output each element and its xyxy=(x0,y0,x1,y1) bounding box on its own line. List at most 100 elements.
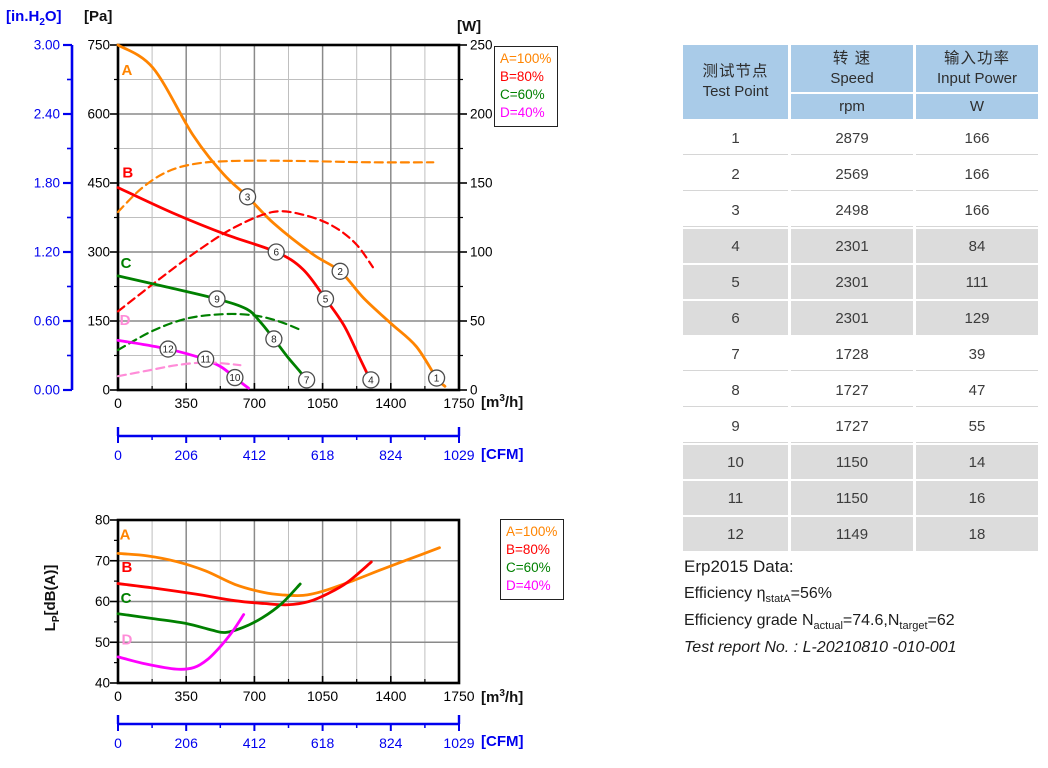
table-cell: 166 xyxy=(916,121,1038,155)
test-point-marker-10 xyxy=(226,368,244,387)
table-cell: 7 xyxy=(683,337,788,371)
test-point-marker-2 xyxy=(331,262,349,280)
table-cell: 166 xyxy=(916,193,1038,227)
db-tick-label: 70 xyxy=(95,553,110,568)
m3h-tick-label: 1050 xyxy=(307,688,338,704)
test-point-marker-label: 6 xyxy=(273,248,279,259)
w-tick-label: 200 xyxy=(470,107,493,122)
w-tick-label: 150 xyxy=(470,176,493,191)
curve-label-A: A xyxy=(122,62,133,79)
db-tick-label: 80 xyxy=(95,513,110,528)
table-header-test-point: 测试节点 Test Point xyxy=(683,45,788,119)
m3h-tick-label: 0 xyxy=(114,395,122,411)
test-point-marker-label: 8 xyxy=(271,334,277,345)
cfm-tick-label: 618 xyxy=(311,447,335,463)
test-point-marker-1 xyxy=(427,369,446,387)
curve-A-noise xyxy=(116,546,441,598)
test-point-marker-4 xyxy=(362,371,380,389)
m3h-tick-label: 700 xyxy=(243,395,267,411)
curve-A-power xyxy=(116,159,435,214)
table-cell: 166 xyxy=(916,157,1038,191)
cfm-tick-label: 1029 xyxy=(443,447,474,463)
legend-bottom: A=100% B=80% C=60% D=40% xyxy=(500,519,565,600)
db-tick-label: 50 xyxy=(95,635,110,650)
m3h-tick-label: 0 xyxy=(114,688,122,704)
table-cell: 1150 xyxy=(791,481,913,515)
test-point-marker-label: 9 xyxy=(214,294,220,305)
pa-tick-label: 450 xyxy=(87,176,110,191)
legend-top: A=100% B=80% C=60% D=40% xyxy=(494,46,559,127)
cfm-tick-label: 206 xyxy=(175,735,199,751)
table-cell: 1728 xyxy=(791,337,913,371)
pa-tick-label: 750 xyxy=(87,38,110,53)
curve-label-C: C xyxy=(121,590,132,607)
test-point-marker-label: 4 xyxy=(368,375,374,386)
table-cell: 5 xyxy=(683,265,788,299)
test-point-marker-label: 7 xyxy=(304,375,310,386)
db-tick-label: 60 xyxy=(95,594,110,609)
table-cell: 9 xyxy=(683,409,788,443)
inh2o-tick-label: 1.80 xyxy=(34,176,60,191)
test-point-table: 测试节点 Test Point 转 速 Speed 输入功率 Input Power … xyxy=(683,45,1038,551)
test-point-marker-12 xyxy=(159,340,177,358)
curve-B-noise xyxy=(116,560,373,607)
m3h-axis-unit-bottom: [m3/h] xyxy=(481,688,524,706)
curve-A-pressure xyxy=(116,43,447,388)
table-cell: 39 xyxy=(916,337,1038,371)
cfm-tick-label: 824 xyxy=(379,735,403,751)
curve-label-C: C xyxy=(121,255,132,272)
test-point-marker-5 xyxy=(316,290,335,308)
curve-C-power xyxy=(116,312,301,352)
curve-B-pressure xyxy=(116,186,375,387)
test-point-marker-9 xyxy=(208,290,226,308)
erp-efficiency-grade: Efficiency grade Nactual=74.6,Ntarget=62 xyxy=(684,612,955,633)
legend-entry: D=40% xyxy=(506,578,551,593)
test-point-marker-label: 11 xyxy=(200,355,211,366)
test-point-marker-label: 1 xyxy=(434,374,440,385)
inh2o-tick-label: 1.20 xyxy=(34,245,60,260)
inh2o-tick-label: 0.60 xyxy=(34,314,60,329)
m3h-tick-label: 1750 xyxy=(443,395,474,411)
cfm-tick-label: 412 xyxy=(243,735,267,751)
test-point-marker-label: 3 xyxy=(245,192,251,203)
table-cell: 11 xyxy=(683,481,788,515)
m3h-tick-label: 350 xyxy=(175,688,199,704)
curve-label-B: B xyxy=(122,164,133,181)
w-tick-label: 250 xyxy=(470,38,493,53)
table-cell: 2879 xyxy=(791,121,913,155)
curve-label-B: B xyxy=(122,559,133,576)
cfm-tick-label: 412 xyxy=(243,447,267,463)
table-cell: 12 xyxy=(683,517,788,551)
pa-tick-label: 150 xyxy=(87,314,110,329)
table-header-rpm-unit: rpm xyxy=(791,94,913,119)
m3h-tick-label: 700 xyxy=(243,688,267,704)
test-point-marker-6 xyxy=(267,243,285,261)
test-point-marker-label: 2 xyxy=(337,267,343,278)
table-cell: 8 xyxy=(683,373,788,407)
table-cell: 47 xyxy=(916,373,1038,407)
table-cell: 16 xyxy=(916,481,1038,515)
table-cell: 129 xyxy=(916,301,1038,335)
legend-entry: C=60% xyxy=(506,560,551,575)
m3h-tick-label: 1050 xyxy=(307,395,338,411)
curve-C-noise xyxy=(116,582,302,634)
curve-B-power xyxy=(116,210,374,313)
cfm-axis-unit-top: [CFM] xyxy=(481,446,524,463)
legend-entry: B=80% xyxy=(506,542,550,557)
table-cell: 2301 xyxy=(791,229,913,263)
cfm-tick-label: 0 xyxy=(114,447,122,463)
test-point-marker-label: 12 xyxy=(163,345,175,356)
cfm-tick-label: 1029 xyxy=(443,735,474,751)
pa-tick-label: 600 xyxy=(87,107,110,122)
table-cell: 1727 xyxy=(791,409,913,443)
legend-entry: A=100% xyxy=(500,51,552,66)
pa-tick-label: 0 xyxy=(102,383,110,398)
curve-label-D: D xyxy=(122,632,133,649)
noise-y-axis-title: LP[dB(A)] xyxy=(42,564,62,632)
curve-C-pressure xyxy=(116,274,312,386)
table-cell: 2569 xyxy=(791,157,913,191)
erp-test-report-no: Test report No. : L-20210810 -010-001 xyxy=(684,639,957,657)
